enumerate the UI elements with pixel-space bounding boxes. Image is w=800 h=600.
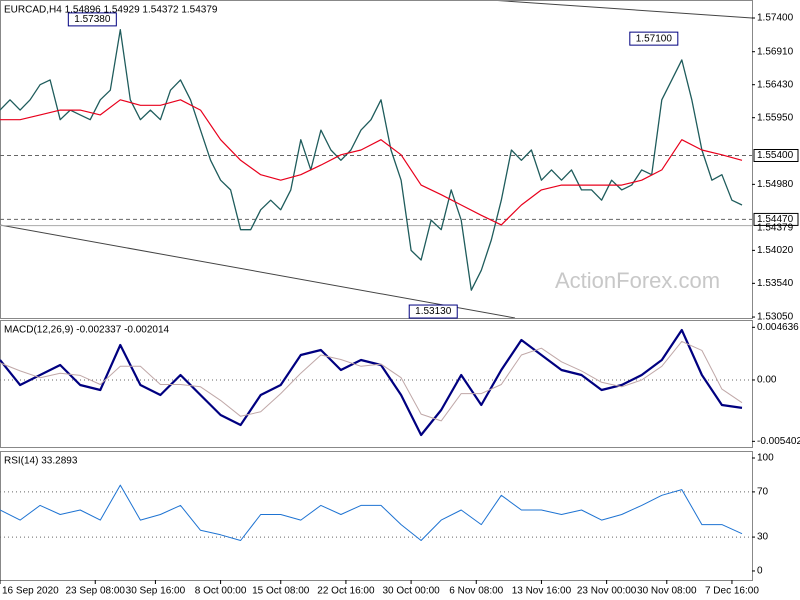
x-tick-label: 23 Nov 00:00 [577,586,637,597]
panel-title: EURCAD,H4 1.54896 1.54929 1.54372 1.5437… [4,5,218,16]
series-line [0,29,743,291]
x-tick-label: 8 Oct 00:00 [195,586,247,597]
series-line [0,99,743,226]
y-tick-label: 70 [757,487,769,498]
y-tick-label: 100 [757,453,774,464]
annotation-label: 1.57380 [74,14,111,25]
y-tick-label: 0 [757,566,763,577]
panel-title: RSI(14) 33.2893 [4,456,78,467]
y-tick-label: 1.53050 [757,312,794,323]
y-tick-label: 1.56910 [757,46,794,57]
panel-frame [0,451,753,581]
panel-title: MACD(12,26,9) -0.002337 -0.002014 [4,325,170,336]
y-tick-label: -0.005402 [757,436,800,447]
annotation-box [408,304,458,319]
level-label-box [753,148,799,162]
x-tick-label: 23 Sep 08:00 [66,586,126,597]
y-tick-label: 30 [757,532,769,543]
y-tick-label: 1.54980 [757,179,794,190]
x-tick-label: 16 Sep 2020 [2,586,59,597]
x-tick-label: 22 Oct 16:00 [317,586,375,597]
annotation-label: 1.57100 [636,33,673,44]
y-tick-label: 0.00 [757,375,777,386]
trend-line [0,224,516,319]
trend-line [489,0,753,19]
y-tick-label: 1.55950 [757,112,794,123]
x-tick-label: 30 Sep 16:00 [126,586,186,597]
series-line [0,340,743,422]
y-tick-label: 1.53540 [757,278,794,289]
x-tick-label: 6 Nov 08:00 [449,586,503,597]
series-line [0,484,743,541]
y-tick-label: 1.54020 [757,245,794,256]
y-tick-label: 1.57400 [757,13,794,24]
y-tick-label: 1.56430 [757,79,794,90]
x-tick-label: 30 Nov 08:00 [637,586,697,597]
x-tick-label: 7 Dec 16:00 [705,586,759,597]
watermark: ActionForex.com [555,268,720,293]
level-label-box [753,212,799,226]
x-tick-label: 30 Oct 00:00 [382,586,440,597]
x-tick-label: 15 Oct 08:00 [252,586,310,597]
annotation-box [67,12,117,27]
annotation-box [629,31,679,46]
level-label: 1.55400 [757,150,794,161]
y-tick-label: 0.004636 [757,322,799,333]
x-tick-label: 13 Nov 16:00 [512,586,572,597]
panel-frame [0,320,753,448]
panel-frame [0,0,753,319]
annotation-label: 1.53130 [415,306,452,317]
level-label: 1.54470 [757,214,794,225]
last-price-label: 1.54379 [757,222,794,233]
